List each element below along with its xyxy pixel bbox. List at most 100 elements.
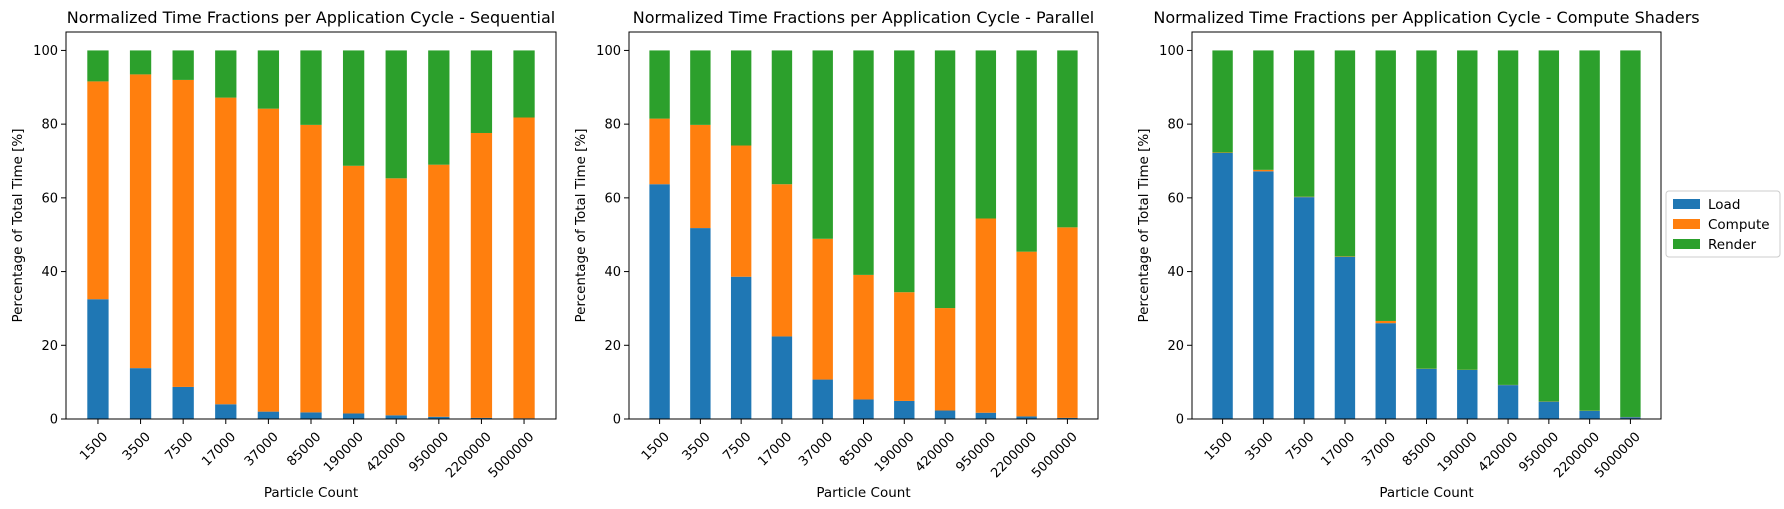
legend-swatch-load bbox=[1673, 199, 1700, 209]
bar-compute-2200000 bbox=[470, 132, 493, 418]
bar-render-5000000 bbox=[1057, 50, 1078, 228]
bar-load-37000 bbox=[812, 379, 833, 419]
bar-load-420000 bbox=[385, 415, 407, 419]
y-tick-label: 80 bbox=[1167, 118, 1184, 133]
bar-render-1500 bbox=[1212, 50, 1233, 153]
legend-label-render: Render bbox=[1708, 237, 1757, 253]
bar-render-3500 bbox=[690, 50, 711, 125]
legend-label-compute: Compute bbox=[1708, 217, 1770, 233]
bar-load-3500 bbox=[690, 228, 711, 419]
bar-render-950000 bbox=[428, 50, 450, 165]
bar-render-85000 bbox=[853, 50, 874, 275]
bar-compute-420000 bbox=[934, 308, 956, 411]
y-tick-label: 100 bbox=[1159, 44, 1184, 59]
chart-title: Normalized Time Fractions per Applicatio… bbox=[67, 8, 555, 27]
y-tick-label: 40 bbox=[604, 265, 621, 280]
y-tick-label: 40 bbox=[41, 265, 58, 280]
chart-title: Normalized Time Fractions per Applicatio… bbox=[633, 8, 1094, 27]
y-tick-label: 60 bbox=[604, 191, 621, 206]
y-tick-label: 80 bbox=[604, 118, 621, 133]
y-tick-label: 20 bbox=[41, 339, 58, 354]
bar-render-7500 bbox=[1293, 50, 1315, 197]
bar-render-37000 bbox=[257, 50, 280, 109]
bar-load-5000000 bbox=[1620, 417, 1641, 419]
bar-compute-17000 bbox=[771, 184, 793, 337]
bar-load-17000 bbox=[215, 404, 237, 419]
bar-load-2200000 bbox=[1016, 416, 1037, 419]
bar-load-2200000 bbox=[470, 417, 493, 419]
bar-compute-85000 bbox=[300, 124, 322, 413]
bar-compute-7500 bbox=[172, 79, 194, 387]
bar-load-950000 bbox=[428, 416, 450, 419]
bar-load-950000 bbox=[975, 412, 997, 419]
bar-load-420000 bbox=[934, 410, 956, 419]
bar-load-17000 bbox=[771, 336, 793, 419]
bar-render-420000 bbox=[934, 50, 956, 309]
bar-load-1500 bbox=[87, 299, 109, 419]
bar-compute-420000 bbox=[385, 178, 407, 416]
bar-compute-85000 bbox=[853, 274, 874, 400]
bar-render-1500 bbox=[649, 50, 670, 119]
bar-render-3500 bbox=[1253, 50, 1274, 170]
bar-render-7500 bbox=[172, 50, 194, 80]
bar-load-85000 bbox=[300, 412, 322, 419]
bar-load-17000 bbox=[1334, 256, 1356, 419]
legend: Load Compute Render bbox=[1665, 190, 1781, 258]
y-tick-label: 20 bbox=[1167, 339, 1184, 354]
bar-compute-37000 bbox=[812, 238, 833, 380]
bar-compute-3500 bbox=[129, 74, 152, 369]
legend-label-load: Load bbox=[1708, 197, 1740, 213]
bar-load-3500 bbox=[1253, 171, 1274, 419]
bar-compute-37000 bbox=[257, 108, 280, 412]
y-tick-label: 80 bbox=[41, 118, 58, 133]
x-axis-label: Particle Count bbox=[264, 485, 358, 501]
bar-compute-190000 bbox=[894, 292, 915, 401]
bar-load-3500 bbox=[129, 368, 152, 419]
bar-render-85000 bbox=[300, 50, 322, 125]
legend-swatch-render bbox=[1673, 239, 1700, 249]
y-tick-label: 0 bbox=[613, 413, 621, 428]
x-axis-label: Particle Count bbox=[1379, 485, 1473, 501]
y-tick-label: 60 bbox=[41, 191, 58, 206]
bar-render-950000 bbox=[975, 50, 997, 219]
bar-render-190000 bbox=[894, 50, 915, 293]
bar-compute-7500 bbox=[730, 145, 752, 277]
bar-load-2200000 bbox=[1579, 410, 1600, 419]
bar-load-1500 bbox=[649, 184, 670, 419]
legend-swatch-compute bbox=[1673, 219, 1700, 229]
y-tick-label: 100 bbox=[33, 44, 58, 59]
bar-render-3500 bbox=[129, 50, 152, 75]
bar-load-7500 bbox=[1293, 197, 1315, 419]
bar-compute-1500 bbox=[649, 118, 670, 185]
bar-load-7500 bbox=[172, 386, 194, 419]
bar-render-420000 bbox=[385, 50, 407, 179]
bar-compute-3500 bbox=[1253, 169, 1274, 172]
bar-load-85000 bbox=[1416, 368, 1437, 419]
bar-compute-37000 bbox=[1375, 320, 1396, 324]
bar-render-1500 bbox=[87, 50, 109, 82]
y-tick-label: 0 bbox=[50, 413, 58, 428]
x-axis-label: Particle Count bbox=[816, 485, 910, 501]
bar-render-37000 bbox=[1375, 50, 1396, 321]
bar-render-2200000 bbox=[470, 50, 493, 133]
bar-load-950000 bbox=[1538, 401, 1560, 419]
bar-compute-5000000 bbox=[1057, 227, 1078, 418]
bar-render-7500 bbox=[730, 50, 752, 146]
y-axis-label: Percentage of Total Time [%] bbox=[1136, 128, 1152, 322]
bar-load-85000 bbox=[853, 399, 874, 419]
y-axis-label: Percentage of Total Time [%] bbox=[10, 128, 26, 322]
bar-compute-950000 bbox=[428, 164, 450, 417]
y-tick-label: 40 bbox=[1167, 265, 1184, 280]
bar-load-1500 bbox=[1212, 152, 1233, 419]
bar-load-37000 bbox=[1375, 323, 1396, 419]
bar-load-420000 bbox=[1497, 385, 1519, 419]
bar-load-5000000 bbox=[1057, 417, 1078, 419]
bar-load-37000 bbox=[257, 411, 280, 419]
bar-render-950000 bbox=[1538, 50, 1560, 402]
bar-render-190000 bbox=[342, 50, 365, 166]
bar-render-5000000 bbox=[513, 50, 535, 118]
